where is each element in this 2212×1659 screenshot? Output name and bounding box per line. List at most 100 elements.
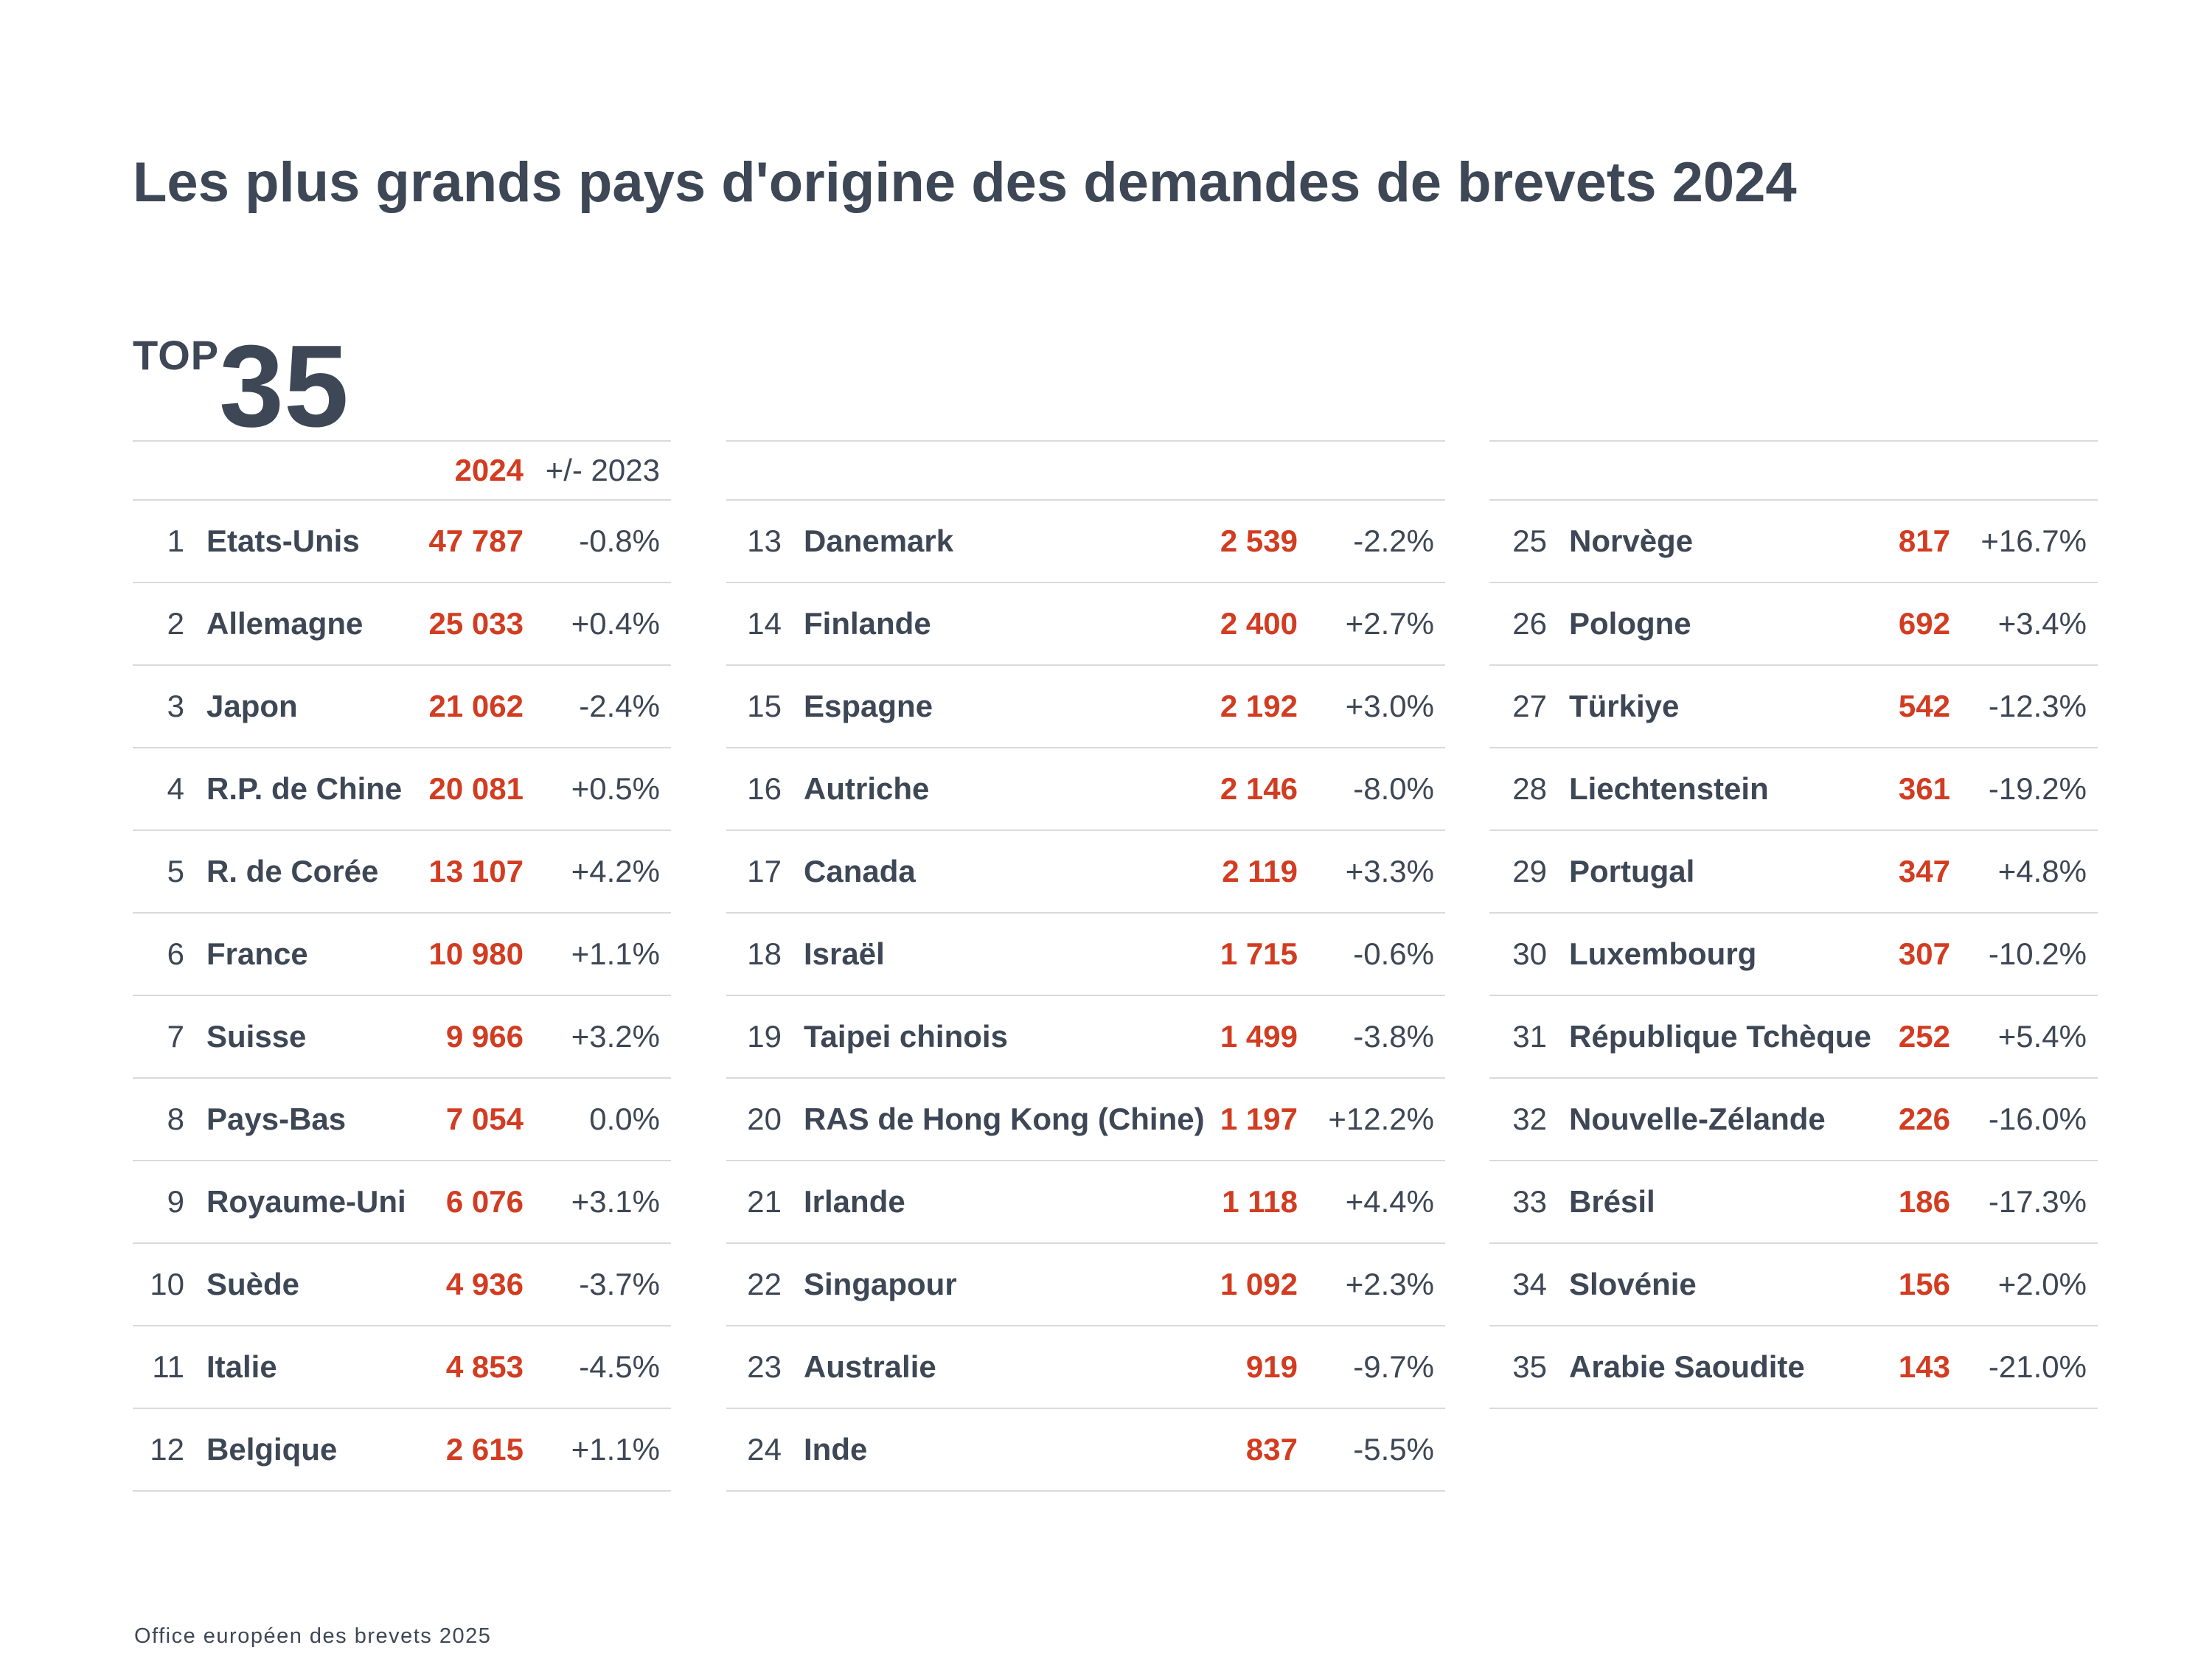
rank-cell: 22 <box>747 1267 782 1301</box>
table-row: 35 Arabie Saoudite 143 -21.0% <box>1489 1326 2098 1409</box>
country-cell: Suède <box>206 1267 300 1301</box>
value-cell: 2 192 <box>1220 689 1298 723</box>
country-cell: Türkiye <box>1569 689 1680 723</box>
value-cell: 4 853 <box>445 1349 524 1384</box>
value-cell: 2 539 <box>1220 524 1298 558</box>
change-cell: +1.1% <box>571 1432 660 1467</box>
change-cell: +16.7% <box>1980 524 2087 558</box>
change-cell: +3.1% <box>571 1184 660 1219</box>
change-cell: +3.3% <box>1345 854 1434 888</box>
value-cell: 6 076 <box>445 1184 524 1219</box>
rank-cell: 10 <box>150 1267 184 1301</box>
rank-cell: 6 <box>167 936 184 971</box>
header-change: +/- 2023 <box>545 453 660 487</box>
change-cell: -5.5% <box>1353 1432 1434 1467</box>
country-cell: Slovénie <box>1569 1267 1697 1301</box>
table-row: 16 Autriche 2 146 -8.0% <box>726 748 1445 831</box>
value-cell: 2 146 <box>1220 771 1298 806</box>
value-cell: 186 <box>1898 1184 1950 1219</box>
change-cell: +2.3% <box>1345 1267 1434 1301</box>
table-row: 27 Türkiye 542 -12.3% <box>1489 666 2098 748</box>
table-row: 11 Italie 4 853 -4.5% <box>133 1326 671 1409</box>
rank-cell: 14 <box>747 606 782 641</box>
change-cell: -9.7% <box>1353 1349 1434 1384</box>
ranking-column-1: 2024 +/- 2023 1 Etats-Unis 47 787 -0.8% … <box>133 440 671 1492</box>
rank-cell: 7 <box>167 1019 184 1054</box>
change-cell: 0.0% <box>589 1102 660 1136</box>
country-cell: Australie <box>804 1349 936 1384</box>
table-row: 34 Slovénie 156 +2.0% <box>1489 1244 2098 1326</box>
country-cell: R.P. de Chine <box>206 771 403 806</box>
change-cell: -12.3% <box>1988 689 2087 723</box>
rank-cell: 16 <box>747 771 782 806</box>
value-cell: 919 <box>1245 1349 1298 1384</box>
change-cell: -10.2% <box>1988 936 2087 971</box>
change-cell: +5.4% <box>1997 1019 2087 1054</box>
rank-cell: 32 <box>1512 1102 1547 1136</box>
value-cell: 226 <box>1898 1102 1950 1136</box>
rank-cell: 28 <box>1512 771 1547 806</box>
rank-cell: 19 <box>747 1019 782 1054</box>
value-cell: 13 107 <box>428 854 524 888</box>
change-cell: -16.0% <box>1988 1102 2087 1136</box>
country-cell: Suisse <box>206 1019 307 1054</box>
value-cell: 2 400 <box>1220 606 1298 641</box>
table-row: 22 Singapour 1 092 +2.3% <box>726 1244 1445 1326</box>
change-cell: +2.0% <box>1997 1267 2087 1301</box>
value-cell: 817 <box>1898 524 1950 558</box>
rank-cell: 35 <box>1512 1349 1547 1384</box>
value-cell: 25 033 <box>428 606 524 641</box>
change-cell: -3.7% <box>579 1267 660 1301</box>
value-cell: 156 <box>1898 1267 1950 1301</box>
table-header-row: 2024 +/- 2023 <box>133 440 671 501</box>
rank-cell: 30 <box>1512 936 1547 971</box>
table-row: 21 Irlande 1 118 +4.4% <box>726 1161 1445 1244</box>
table-row: 9 Royaume-Uni 6 076 +3.1% <box>133 1161 671 1244</box>
table-row: 32 Nouvelle-Zélande 226 -16.0% <box>1489 1079 2098 1161</box>
country-cell: France <box>206 936 308 971</box>
rank-cell: 26 <box>1512 606 1547 641</box>
rank-cell: 31 <box>1512 1019 1547 1054</box>
value-cell: 2 119 <box>1222 854 1298 888</box>
value-cell: 361 <box>1898 771 1950 806</box>
value-cell: 10 980 <box>428 936 524 971</box>
value-cell: 47 787 <box>428 524 524 558</box>
value-cell: 1 197 <box>1220 1102 1298 1136</box>
table-header-row <box>726 440 1445 501</box>
value-cell: 1 118 <box>1222 1184 1298 1219</box>
country-cell: Pays-Bas <box>206 1102 347 1136</box>
country-cell: Canada <box>804 854 916 888</box>
change-cell: +4.2% <box>571 854 660 888</box>
change-cell: +3.4% <box>1997 606 2087 641</box>
country-cell: R. de Corée <box>206 854 379 888</box>
ranking-column-3: 25 Norvège 817 +16.7% 26 Pologne 692 +3.… <box>1489 440 2098 1409</box>
table-row: 5 R. de Corée 13 107 +4.2% <box>133 831 671 914</box>
table-row: 12 Belgique 2 615 +1.1% <box>133 1409 671 1492</box>
top-badge-label: TOP <box>133 332 220 378</box>
rank-cell: 17 <box>747 854 782 888</box>
header-year: 2024 <box>454 453 524 487</box>
change-cell: +3.0% <box>1345 689 1434 723</box>
value-cell: 1 715 <box>1220 936 1298 971</box>
table-row: 33 Brésil 186 -17.3% <box>1489 1161 2098 1244</box>
change-cell: -19.2% <box>1988 771 2087 806</box>
value-cell: 2 615 <box>445 1432 524 1467</box>
change-cell: -21.0% <box>1988 1349 2087 1384</box>
table-row: 24 Inde 837 -5.5% <box>726 1409 1445 1492</box>
change-cell: -17.3% <box>1988 1184 2087 1219</box>
rank-cell: 4 <box>167 771 184 806</box>
change-cell: +4.8% <box>1997 854 2087 888</box>
value-cell: 307 <box>1898 936 1950 971</box>
table-row: 30 Luxembourg 307 -10.2% <box>1489 914 2098 996</box>
table-row: 8 Pays-Bas 7 054 0.0% <box>133 1079 671 1161</box>
rank-cell: 29 <box>1512 854 1547 888</box>
country-cell: RAS de Hong Kong (Chine) <box>804 1102 1205 1136</box>
country-cell: République Tchèque <box>1569 1019 1871 1054</box>
top-badge: TOP 35 <box>133 328 349 445</box>
change-cell: -2.2% <box>1353 524 1434 558</box>
change-cell: -3.8% <box>1353 1019 1434 1054</box>
change-cell: -0.6% <box>1353 936 1434 971</box>
country-cell: Nouvelle-Zélande <box>1569 1102 1826 1136</box>
country-cell: Portugal <box>1569 854 1695 888</box>
